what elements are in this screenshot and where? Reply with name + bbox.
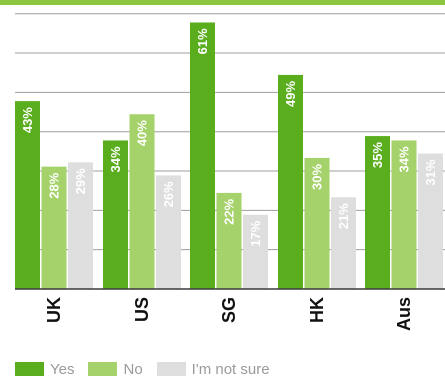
data-label-aus-yes: 35% bbox=[370, 142, 385, 168]
data-label-sg-no: 22% bbox=[222, 198, 237, 224]
data-label-uk-yes: 43% bbox=[20, 107, 35, 133]
bar-hk-no bbox=[304, 157, 330, 289]
bar-uk-yes bbox=[15, 101, 40, 289]
data-label-hk-i-m-not-sure: 21% bbox=[336, 203, 351, 229]
top-accent-bar bbox=[0, 0, 445, 5]
bar-chart: 43% 28% 29% UK 34% 40% 26% US 61% 22% 17% SG 49% 30% 2… bbox=[15, 13, 445, 331]
data-label-sg-yes: 61% bbox=[195, 28, 210, 54]
legend-item-not-sure: I'm not sure bbox=[156, 360, 270, 378]
category-label-us: US bbox=[132, 297, 152, 322]
bar-us-i-m-not-sure bbox=[156, 175, 181, 289]
category-label-uk: UK bbox=[44, 297, 64, 323]
bar-us-no bbox=[129, 114, 155, 289]
category-label-aus: Aus bbox=[394, 297, 414, 331]
legend-item-no: No bbox=[88, 360, 143, 378]
bar-sg-i-m-not-sure bbox=[243, 214, 268, 289]
legend-label-not-sure: I'm not sure bbox=[191, 360, 270, 378]
data-label-us-i-m-not-sure: 26% bbox=[161, 181, 176, 207]
legend-swatch-no bbox=[88, 362, 118, 376]
legend-item-yes: Yes bbox=[15, 361, 74, 378]
legend-swatch-not-sure bbox=[156, 362, 186, 376]
bar-uk-i-m-not-sure bbox=[68, 162, 93, 289]
bar-hk-yes bbox=[278, 74, 303, 290]
category-label-sg: SG bbox=[219, 297, 239, 323]
data-label-aus-no: 34% bbox=[397, 146, 412, 172]
bar-aus-i-m-not-sure bbox=[418, 153, 443, 289]
data-label-aus-i-m-not-sure: 31% bbox=[423, 159, 438, 185]
bar-sg-no bbox=[216, 192, 242, 289]
legend-swatch-yes bbox=[15, 362, 44, 376]
bar-aus-yes bbox=[365, 136, 390, 289]
data-label-us-no: 40% bbox=[135, 120, 150, 146]
bar-uk-no bbox=[41, 166, 67, 289]
bar-aus-no bbox=[391, 140, 417, 289]
legend: Yes No I'm not sure bbox=[15, 360, 284, 378]
data-label-us-yes: 34% bbox=[108, 146, 123, 172]
legend-label-yes: Yes bbox=[50, 360, 75, 378]
bar-sg-yes bbox=[190, 22, 215, 289]
data-label-sg-i-m-not-sure: 17% bbox=[248, 220, 263, 246]
data-label-uk-i-m-not-sure: 29% bbox=[73, 168, 88, 194]
bar-hk-i-m-not-sure bbox=[331, 197, 356, 289]
legend-label-no: No bbox=[123, 360, 143, 378]
data-label-hk-yes: 49% bbox=[283, 80, 298, 106]
category-label-hk: HK bbox=[307, 297, 327, 323]
bar-us-yes bbox=[103, 140, 128, 289]
data-label-uk-no: 28% bbox=[47, 172, 62, 198]
data-label-hk-no: 30% bbox=[310, 163, 325, 189]
